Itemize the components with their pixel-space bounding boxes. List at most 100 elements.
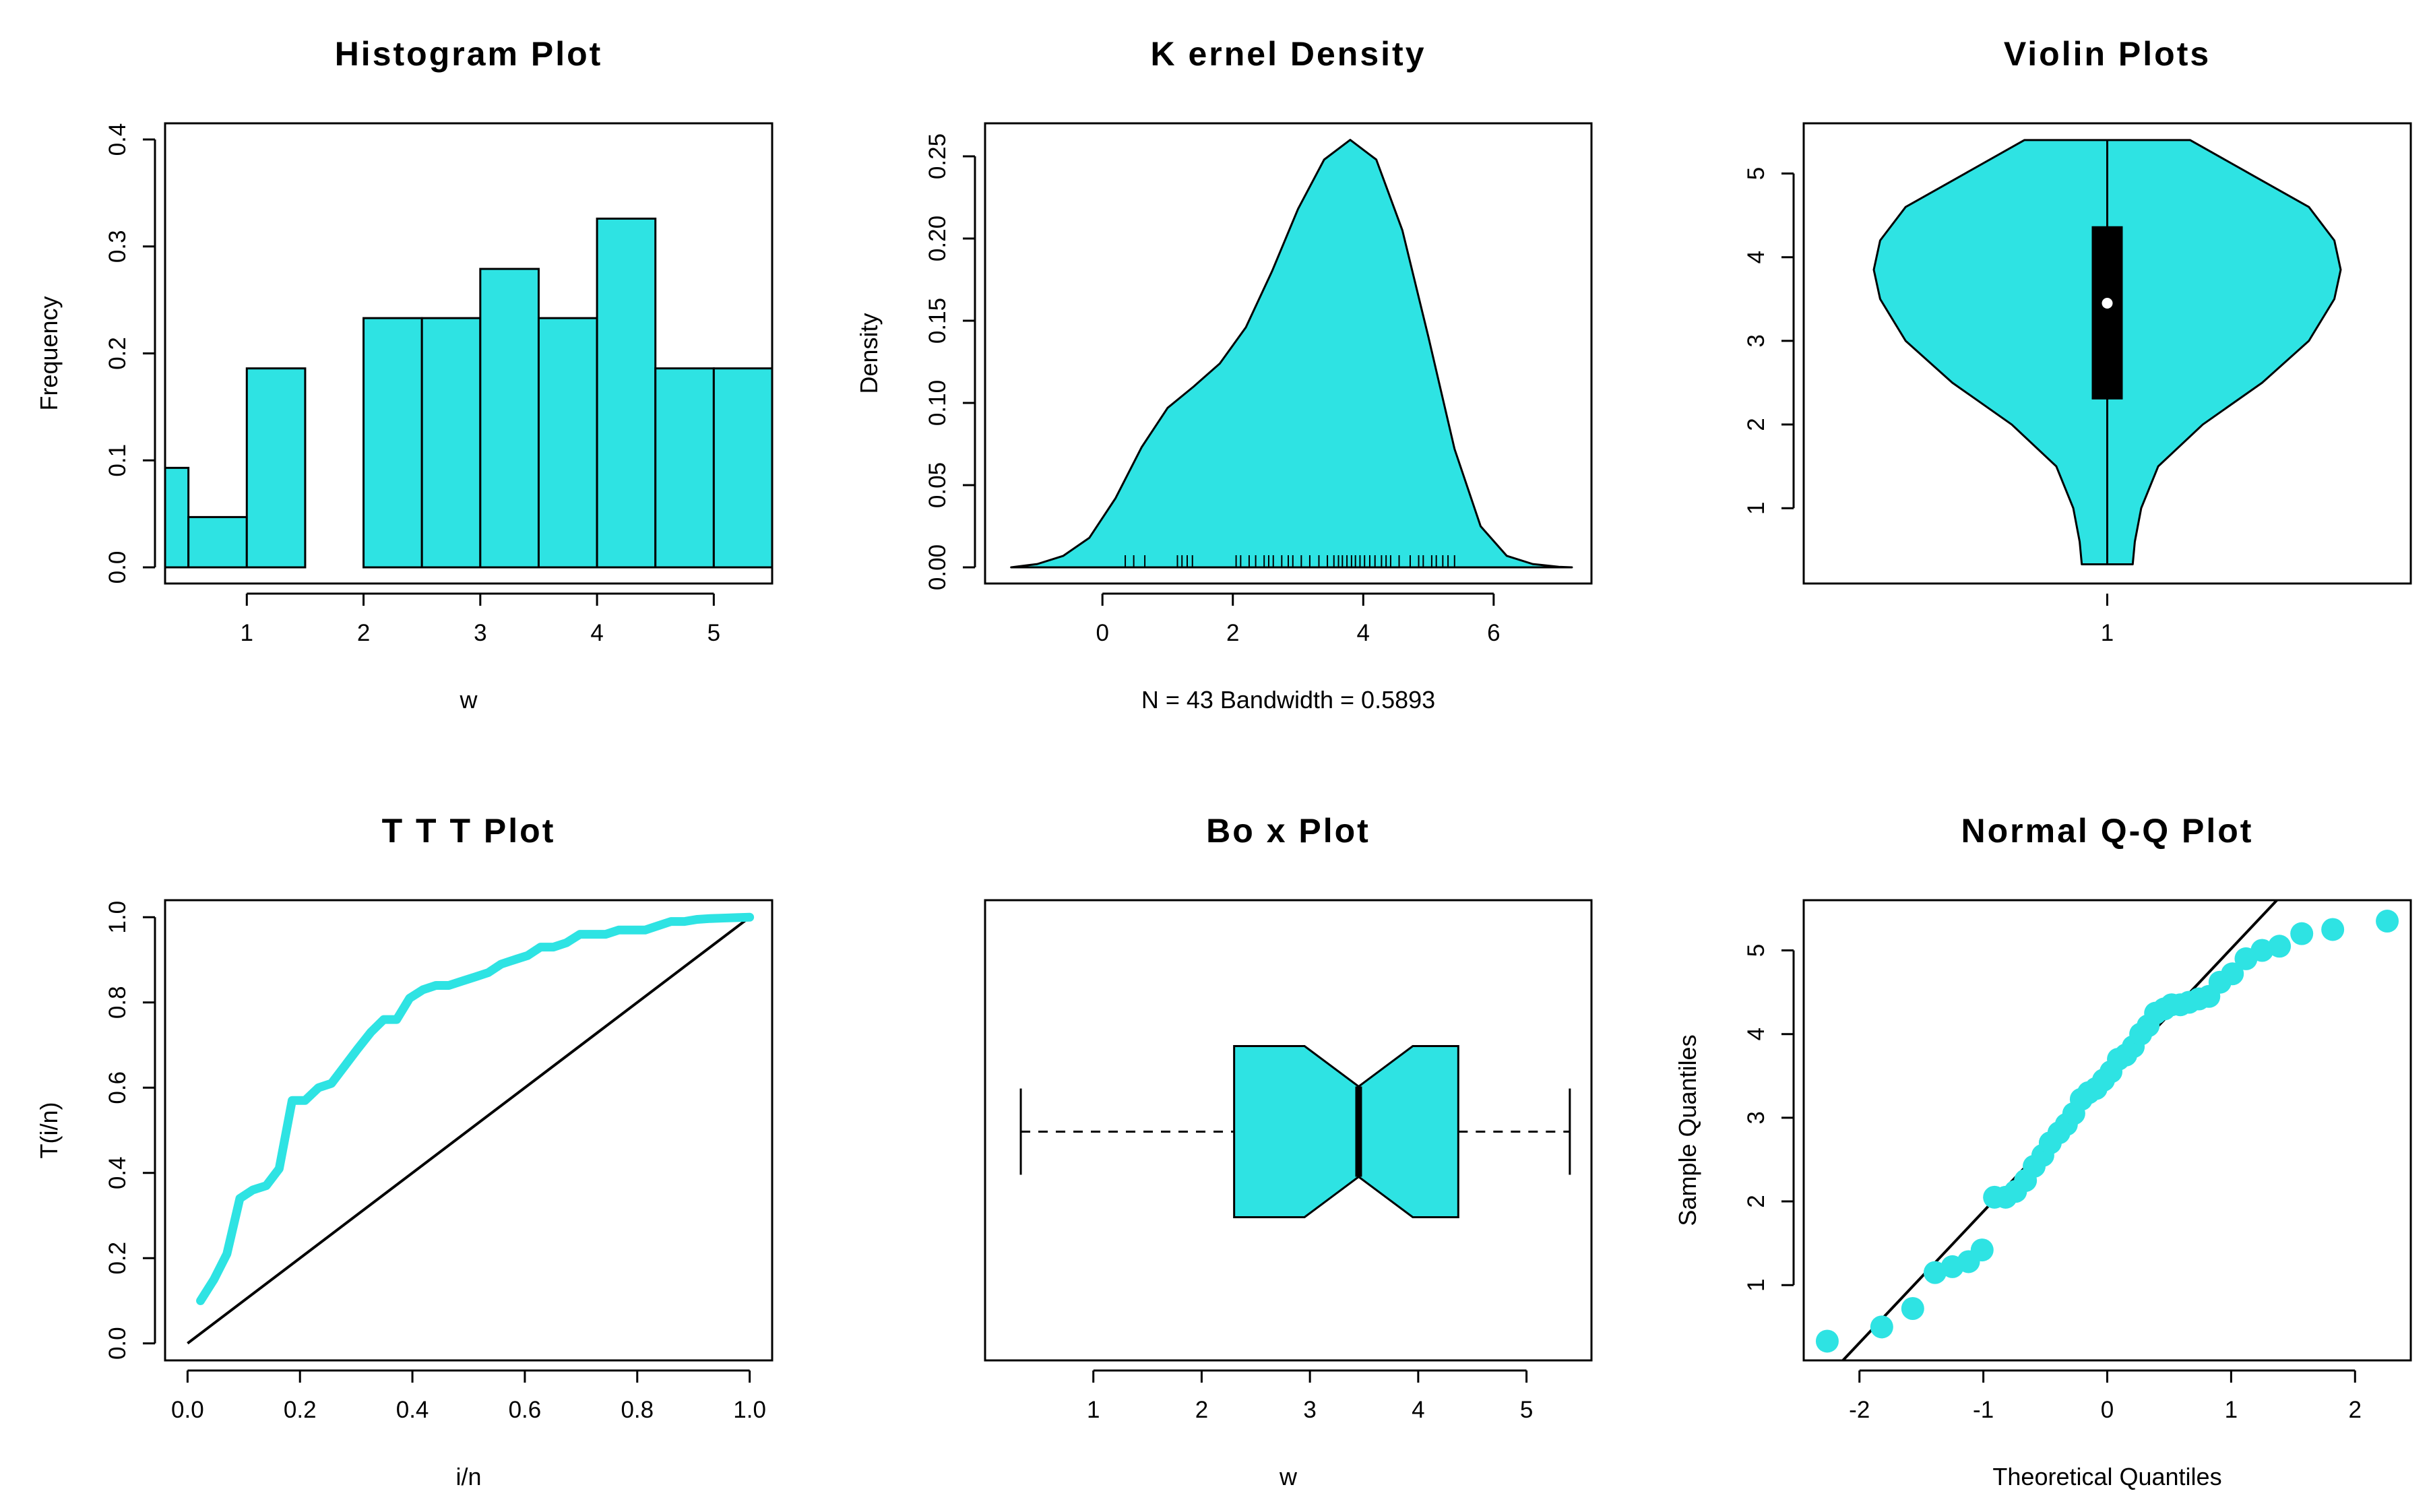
violin-iqr-box — [2091, 226, 2123, 400]
histogram-y-tick-label: 0.2 — [104, 337, 131, 370]
ttt-y-tick-label: 0.4 — [104, 1156, 131, 1189]
kernel-density-y-tick-label: 0.20 — [924, 216, 951, 261]
ttt-curve — [196, 912, 755, 1305]
qq-point — [1901, 1297, 1924, 1321]
qq-point — [1815, 1329, 1839, 1353]
histogram-bar — [654, 367, 715, 569]
histogram-x-tick-label: 1 — [241, 620, 253, 646]
qq-x-tick-label: 0 — [2101, 1397, 2114, 1423]
violin-plot-frame — [1802, 122, 2412, 585]
histogram-x-tick-label: 4 — [590, 620, 603, 646]
qq-point — [1870, 1315, 1893, 1339]
kernel-density-panel: K ernel Density 0 2 4 6 0.00 0.05 0.10 0.15 0.20 0… — [855, 35, 1593, 714]
boxplot-plot-frame — [984, 899, 1593, 1362]
kernel-density-y-axis-label: Density — [855, 313, 883, 393]
ttt-x-tick-label: 0.8 — [621, 1397, 654, 1423]
qq-y-tick-label: 5 — [1743, 944, 1769, 957]
kernel-density-y-tick-label: 0.00 — [924, 544, 951, 590]
ttt-y-tick-label: 0.0 — [104, 1327, 131, 1360]
kernel-density-title: K ernel Density — [1150, 35, 1426, 73]
boxplot-title: Bo x Plot — [1206, 812, 1370, 850]
qq-y-tick-label: 1 — [1743, 1279, 1769, 1292]
histogram-y-axis-label: Frequency — [35, 296, 63, 410]
qq-plot-frame — [1802, 899, 2412, 1362]
qq-y-axis-label: Sample Quantiles — [1674, 1034, 1701, 1226]
ttt-y-tick-label: 0.8 — [104, 986, 131, 1019]
histogram-bar — [245, 367, 307, 569]
qq-x-tick-label: 1 — [2225, 1397, 2238, 1423]
kernel-density-y-tick-label: 0.05 — [924, 462, 951, 508]
histogram-bar — [479, 267, 540, 569]
ttt-panel: T T T Plot 0.0 0.2 0.4 0.6 0.8 1.0 0.0 0.2 0.4 0.6… — [35, 812, 774, 1490]
kernel-density-x-tick-label: 2 — [1226, 620, 1239, 646]
violin-y-tick-label: 2 — [1743, 418, 1769, 431]
histogram-y-tick-label: 0.3 — [104, 230, 131, 263]
boxplot-x-tick-label: 5 — [1520, 1397, 1533, 1423]
histogram-x-tick-label: 3 — [474, 620, 486, 646]
histogram-y-tick-label: 0.4 — [104, 123, 131, 156]
box-notched-body — [1233, 1045, 1459, 1218]
histogram-title: Histogram Plot — [335, 35, 603, 73]
kernel-density-y-tick-label: 0.10 — [924, 380, 951, 426]
histogram-bar — [596, 217, 657, 569]
qq-point — [2290, 922, 2314, 945]
histogram-bar — [537, 317, 598, 569]
density-curve — [1010, 139, 1573, 569]
ttt-title: T T T Plot — [382, 812, 556, 850]
kernel-density-x-axis-label: N = 43 Bandwidth = 0.5893 — [1141, 686, 1435, 714]
histogram-bar — [420, 317, 482, 569]
histogram-x-axis-label: w — [460, 686, 478, 714]
violin-x-tick-label: 1 — [2101, 620, 2114, 646]
qq-y-tick-label: 3 — [1743, 1111, 1769, 1124]
qq-x-tick-label: -1 — [1973, 1397, 1994, 1423]
ttt-x-tick-label: 0.4 — [396, 1397, 429, 1423]
qq-x-tick-label: -2 — [1849, 1397, 1870, 1423]
qq-x-axis-label: Theoretical Quantiles — [1992, 1463, 2221, 1490]
boxplot-x-axis-label: w — [1279, 1463, 1298, 1490]
kernel-density-x-tick-label: 0 — [1096, 620, 1108, 646]
violin-y-tick-label: 5 — [1743, 167, 1769, 180]
qq-point — [1923, 1261, 1947, 1284]
ttt-y-axis-label: T(i/n) — [35, 1102, 63, 1159]
boxplot-x-tick-label: 2 — [1195, 1397, 1208, 1423]
kernel-density-plot-frame — [984, 122, 1593, 585]
violin-median-point — [2102, 297, 2113, 309]
qq-point — [2268, 935, 2292, 958]
qq-y-tick-label: 2 — [1743, 1195, 1769, 1207]
boxplot-x-tick-label: 3 — [1303, 1397, 1316, 1423]
ttt-x-tick-label: 0.6 — [509, 1397, 542, 1423]
histogram-y-tick-label: 0.1 — [104, 444, 131, 477]
violin-y-tick-label: 3 — [1743, 334, 1769, 347]
histogram-x-tick-label: 2 — [357, 620, 370, 646]
kernel-density-y-tick-label: 0.15 — [924, 298, 951, 344]
histogram-bar — [164, 466, 190, 569]
qq-point — [2376, 910, 2399, 933]
ttt-plot-frame — [164, 899, 774, 1362]
boxplot-x-tick-label: 4 — [1412, 1397, 1424, 1423]
ttt-x-axis-label: i/n — [455, 1463, 481, 1490]
ttt-y-tick-label: 1.0 — [104, 901, 131, 934]
boxplot-x-tick-label: 1 — [1087, 1397, 1100, 1423]
ttt-x-tick-label: 1.0 — [733, 1397, 766, 1423]
violin-title: Violin Plots — [2004, 35, 2211, 73]
histogram-x-tick-label: 5 — [707, 620, 720, 646]
ttt-y-tick-label: 0.2 — [104, 1242, 131, 1275]
qq-title: Normal Q-Q Plot — [1961, 812, 2254, 850]
kernel-density-y-tick-label: 0.25 — [924, 133, 951, 179]
ttt-y-tick-label: 0.6 — [104, 1071, 131, 1104]
ttt-reference-line — [187, 916, 751, 1345]
violin-panel: Violin Plots 1 1 2 3 4 5 — [1743, 35, 2412, 646]
histogram-plot-frame — [164, 122, 774, 585]
qq-y-tick-label: 4 — [1743, 1028, 1769, 1040]
ttt-x-tick-label: 0.0 — [171, 1397, 204, 1423]
boxplot-panel: Bo x Plot 1 2 3 4 5 w — [984, 812, 1593, 1490]
kernel-density-x-tick-label: 6 — [1487, 620, 1500, 646]
qq-point — [2221, 962, 2244, 986]
qq-x-tick-label: 2 — [2349, 1397, 2362, 1423]
violin-y-tick-label: 1 — [1743, 502, 1769, 515]
violin-y-tick-label: 4 — [1743, 251, 1769, 263]
qq-point — [2250, 939, 2274, 962]
qq-panel: Normal Q-Q Plot -2 -1 0 1 2 1 2 3 4 5 Theoretical Q… — [1674, 812, 2412, 1490]
histogram-panel: Histogram Plot 1 2 3 4 5 0.0 0.1 0.2 0.3 0.4 w Frequ… — [35, 35, 774, 714]
